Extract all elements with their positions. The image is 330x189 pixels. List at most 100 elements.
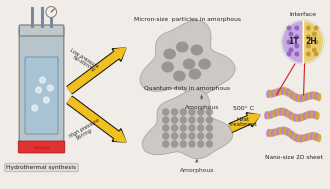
Text: Stirring: Stirring	[75, 127, 93, 141]
Circle shape	[197, 132, 204, 140]
Ellipse shape	[272, 90, 275, 97]
Circle shape	[312, 32, 317, 36]
Ellipse shape	[298, 114, 302, 121]
Ellipse shape	[267, 112, 271, 119]
Ellipse shape	[190, 44, 203, 56]
Ellipse shape	[294, 114, 297, 121]
Text: 1T: 1T	[288, 37, 299, 46]
FancyArrow shape	[68, 97, 126, 142]
Text: Quantum dots in amorphous: Quantum dots in amorphous	[144, 86, 230, 91]
Ellipse shape	[277, 88, 280, 95]
Circle shape	[188, 124, 196, 132]
Text: 2H: 2H	[306, 37, 317, 46]
Circle shape	[46, 6, 56, 18]
Ellipse shape	[282, 127, 285, 134]
Ellipse shape	[298, 135, 301, 142]
Circle shape	[306, 26, 311, 30]
Circle shape	[36, 87, 42, 93]
Ellipse shape	[282, 108, 285, 115]
Ellipse shape	[310, 92, 314, 99]
FancyArrow shape	[67, 96, 126, 142]
Ellipse shape	[295, 94, 299, 101]
Ellipse shape	[291, 132, 294, 139]
Ellipse shape	[183, 59, 195, 70]
Ellipse shape	[301, 113, 304, 120]
Ellipse shape	[279, 88, 283, 95]
FancyArrow shape	[229, 114, 260, 131]
Circle shape	[40, 77, 46, 83]
FancyBboxPatch shape	[19, 25, 64, 36]
Circle shape	[180, 140, 187, 148]
PathPatch shape	[142, 90, 233, 159]
Text: Nano-size 2D sheet: Nano-size 2D sheet	[265, 155, 323, 160]
Ellipse shape	[308, 133, 311, 140]
Ellipse shape	[269, 90, 273, 97]
Circle shape	[206, 124, 213, 132]
Ellipse shape	[315, 112, 319, 119]
Text: Amorphous: Amorphous	[180, 160, 214, 173]
Circle shape	[180, 132, 187, 140]
Circle shape	[287, 51, 291, 57]
Ellipse shape	[267, 129, 270, 136]
Ellipse shape	[163, 49, 176, 60]
Ellipse shape	[284, 128, 288, 135]
Circle shape	[171, 132, 178, 140]
Circle shape	[206, 116, 213, 124]
Ellipse shape	[291, 113, 295, 120]
Circle shape	[188, 140, 196, 148]
Ellipse shape	[317, 94, 321, 101]
Ellipse shape	[274, 129, 278, 135]
Ellipse shape	[280, 127, 283, 134]
Ellipse shape	[305, 134, 309, 141]
Ellipse shape	[287, 111, 290, 118]
Ellipse shape	[303, 134, 306, 141]
Circle shape	[287, 40, 291, 44]
Circle shape	[206, 140, 213, 148]
Ellipse shape	[198, 59, 211, 70]
Ellipse shape	[298, 95, 301, 102]
Circle shape	[314, 51, 319, 57]
FancyArrow shape	[67, 48, 126, 94]
Ellipse shape	[176, 42, 188, 53]
FancyArrow shape	[68, 48, 126, 93]
Ellipse shape	[286, 129, 290, 136]
Wedge shape	[282, 21, 303, 63]
Circle shape	[188, 108, 196, 116]
Circle shape	[162, 124, 169, 132]
Ellipse shape	[161, 61, 174, 73]
Text: 500° C: 500° C	[233, 106, 254, 111]
Text: No-stirring: No-stirring	[72, 55, 96, 73]
Circle shape	[171, 124, 178, 132]
Text: Low pressure: Low pressure	[69, 47, 99, 69]
Ellipse shape	[277, 108, 280, 115]
Circle shape	[306, 35, 311, 40]
Ellipse shape	[315, 93, 318, 100]
Ellipse shape	[300, 95, 304, 102]
Wedge shape	[303, 21, 323, 63]
Ellipse shape	[305, 93, 309, 100]
Ellipse shape	[296, 115, 299, 122]
Ellipse shape	[272, 110, 276, 117]
Ellipse shape	[269, 130, 273, 136]
Circle shape	[32, 105, 38, 111]
Circle shape	[188, 116, 196, 124]
Ellipse shape	[277, 128, 280, 135]
Circle shape	[294, 35, 299, 40]
Circle shape	[306, 43, 311, 49]
Ellipse shape	[275, 109, 278, 116]
Ellipse shape	[313, 111, 316, 118]
Circle shape	[197, 124, 204, 132]
Circle shape	[314, 40, 319, 44]
Circle shape	[188, 132, 196, 140]
Ellipse shape	[293, 133, 297, 140]
Circle shape	[162, 116, 169, 124]
Ellipse shape	[308, 92, 311, 99]
Circle shape	[294, 26, 299, 30]
Circle shape	[171, 108, 178, 116]
Ellipse shape	[306, 112, 309, 119]
Ellipse shape	[311, 111, 314, 118]
Ellipse shape	[188, 68, 201, 80]
Ellipse shape	[274, 89, 278, 96]
Ellipse shape	[291, 92, 294, 99]
Ellipse shape	[303, 112, 307, 119]
